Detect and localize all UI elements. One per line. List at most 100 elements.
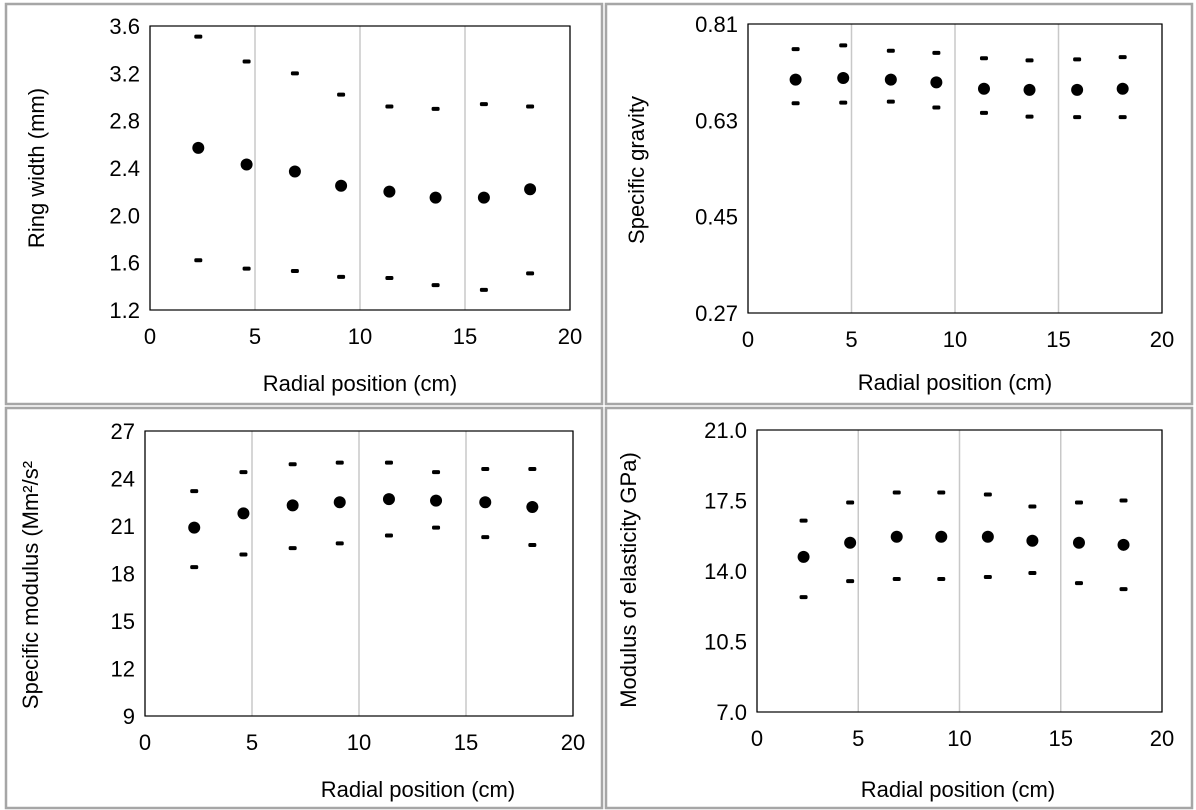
mean-point	[789, 73, 802, 86]
mean-point	[844, 536, 857, 549]
x-tick-label: 15	[1046, 327, 1070, 352]
x-axis-title: Radial position (cm)	[858, 370, 1052, 395]
upper-bound-mark	[384, 460, 393, 465]
y-axis-title: Specific modulus (Mm²/s²	[18, 461, 43, 709]
upper-bound-mark	[288, 462, 297, 467]
mean-point	[288, 165, 301, 178]
lower-bound-mark	[846, 579, 855, 584]
y-tick-label: 27	[111, 419, 135, 444]
lower-bound-mark	[385, 276, 394, 281]
lower-bound-mark	[239, 552, 248, 557]
lower-bound-mark	[481, 535, 490, 540]
lower-bound-mark	[1118, 115, 1127, 120]
x-tick-label: 10	[943, 327, 967, 352]
mean-point	[1072, 536, 1085, 549]
x-tick-label: 20	[1150, 726, 1174, 751]
panel-border	[604, 2, 1194, 406]
specific-modulus-plot-area: 0 5 10 15 20 9 12 15 18 21 24 27	[111, 419, 586, 755]
mean-point	[526, 501, 539, 513]
mean-point	[188, 521, 201, 534]
mean-point	[837, 72, 850, 85]
y-tick-label: 2.0	[109, 203, 140, 228]
specific-gravity-plot-area: 0 5 10 15 20 0.27 0.45 0.63 0.81	[695, 12, 1174, 352]
ring-width-panel: 0 5 10 15 20 1.2 1.6 2.0 2.4 2.8 3.2 3.6 Radial pos…	[4, 2, 604, 406]
lower-bound-mark	[799, 595, 808, 600]
upper-bound-mark	[481, 467, 490, 471]
mean-point	[524, 183, 537, 196]
x-tick-label: 10	[947, 726, 971, 751]
lower-bound-mark	[983, 575, 992, 580]
lower-bound-mark	[288, 546, 297, 551]
upper-bound-mark	[1119, 498, 1128, 503]
lower-bound-mark	[892, 577, 901, 582]
mean-point	[884, 73, 897, 86]
lower-bound-mark	[190, 565, 199, 570]
x-tick-label: 0	[144, 324, 156, 349]
mean-point	[286, 499, 299, 512]
mean-point	[429, 191, 442, 204]
y-axis-title: Specific gravity	[624, 96, 649, 244]
modulus-of-elasticity-plot-area: 0 5 10 15 20 7.0 10.5 14.0 17.5 21.0	[704, 418, 1174, 751]
upper-bound-mark	[431, 106, 440, 111]
upper-bound-mark	[1074, 500, 1083, 505]
y-tick-label: 0.81	[695, 12, 738, 37]
lower-bound-mark	[194, 258, 203, 263]
mean-point	[935, 530, 948, 543]
x-tick-label: 15	[1049, 726, 1073, 751]
y-tick-label: 12	[111, 657, 135, 682]
y-tick-label: 14.0	[704, 559, 747, 584]
y-tick-label: 0.45	[695, 205, 738, 230]
upper-bound-mark	[526, 104, 535, 109]
lower-bound-mark	[839, 100, 848, 105]
x-axis-title: Radial position (cm)	[263, 371, 457, 396]
mean-point	[1023, 83, 1036, 96]
upper-bound-mark	[1118, 55, 1127, 60]
upper-bound-mark	[1028, 504, 1037, 509]
mean-point	[192, 141, 205, 154]
y-tick-label: 17.5	[704, 489, 747, 514]
y-tick-label: 3.2	[109, 61, 140, 86]
x-axis-title: Radial position (cm)	[861, 777, 1055, 802]
upper-bound-mark	[190, 489, 199, 494]
plot-frame	[756, 429, 1163, 713]
mean-point	[479, 496, 492, 509]
x-tick-label: 20	[1150, 327, 1174, 352]
lower-bound-mark	[1119, 587, 1128, 592]
lower-bound-mark	[528, 543, 537, 547]
upper-bound-mark	[337, 92, 346, 97]
x-tick-label: 0	[139, 730, 151, 755]
x-tick-label: 0	[742, 327, 754, 352]
x-tick-label: 20	[558, 324, 582, 349]
upper-bound-mark	[290, 71, 299, 76]
x-tick-label: 5	[852, 726, 864, 751]
upper-bound-mark	[892, 490, 901, 495]
x-tick-label: 5	[246, 730, 258, 755]
lower-bound-mark	[337, 274, 346, 279]
upper-bound-mark	[799, 518, 808, 523]
y-tick-label: 3.6	[109, 14, 140, 39]
y-tick-label: 7.0	[716, 700, 747, 725]
lower-bound-mark	[479, 287, 488, 292]
y-tick-label: 9	[123, 704, 135, 729]
lower-bound-mark	[1073, 115, 1082, 120]
lower-bound-mark	[1025, 114, 1034, 119]
modulus-of-elasticity-panel: 0 5 10 15 20 7.0 10.5 14.0 17.5 21.0 Radial posit…	[604, 406, 1194, 810]
x-tick-label: 10	[347, 730, 371, 755]
y-axis-title: Modulus of elasticity GPa)	[616, 452, 641, 708]
mean-point	[1116, 82, 1129, 95]
upper-bound-mark	[937, 490, 946, 495]
ring-width-plot-area: 0 5 10 15 20 1.2 1.6 2.0 2.4 2.8 3.2 3.6	[109, 14, 582, 349]
lower-bound-mark	[431, 283, 440, 288]
upper-bound-mark	[479, 102, 488, 107]
x-tick-label: 15	[453, 324, 477, 349]
upper-bound-mark	[839, 43, 848, 48]
y-tick-label: 21	[111, 514, 135, 539]
mean-point	[430, 494, 443, 507]
upper-bound-mark	[239, 470, 248, 475]
y-tick-label: 0.63	[695, 108, 738, 133]
specific-modulus-panel: 0 5 10 15 20 9 12 15 18 21 24 27 Radial position (c…	[4, 406, 604, 810]
lower-bound-mark	[290, 268, 299, 273]
panel-border	[4, 2, 604, 406]
x-tick-label: 15	[454, 730, 478, 755]
